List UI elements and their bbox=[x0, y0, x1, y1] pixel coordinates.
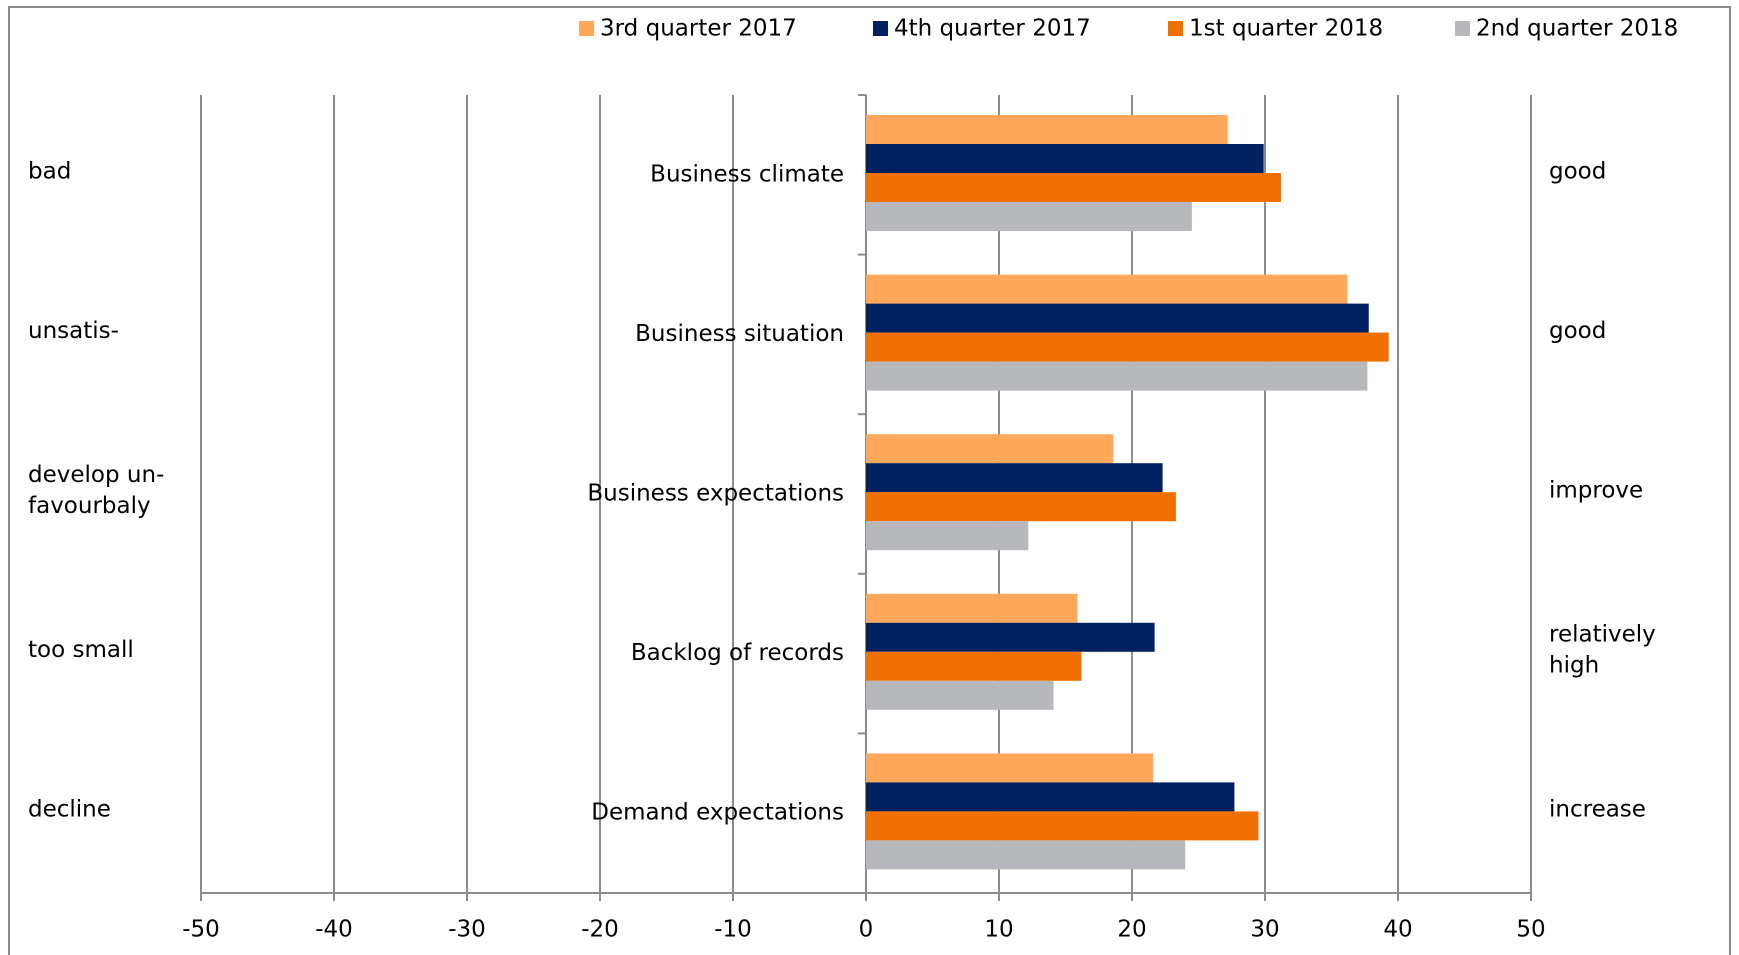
bar bbox=[866, 622, 1155, 652]
bar bbox=[866, 680, 1054, 710]
bar bbox=[866, 332, 1389, 362]
left-annotation: too small bbox=[28, 637, 134, 663]
x-tick-label: -40 bbox=[315, 917, 353, 943]
legend-label: 1st quarter 2018 bbox=[1189, 16, 1383, 42]
bar bbox=[866, 202, 1192, 231]
legend-swatch bbox=[873, 21, 888, 36]
bar bbox=[866, 651, 1082, 681]
bar bbox=[866, 434, 1114, 464]
legend-label: 4th quarter 2017 bbox=[894, 16, 1091, 42]
bar bbox=[866, 115, 1228, 144]
category-label: Business climate bbox=[650, 161, 844, 187]
right-annotation: good bbox=[1549, 158, 1606, 184]
x-tick-label: 30 bbox=[1250, 917, 1279, 943]
right-annotation: relatively bbox=[1549, 622, 1656, 648]
x-tick-label: 50 bbox=[1516, 917, 1545, 943]
chart-frame bbox=[8, 6, 1731, 955]
bar bbox=[866, 144, 1264, 173]
right-annotation: improve bbox=[1549, 478, 1643, 504]
x-tick-label: 40 bbox=[1383, 917, 1412, 943]
x-tick-label: -20 bbox=[581, 917, 619, 943]
right-annotation: high bbox=[1549, 653, 1599, 679]
x-tick-label: 20 bbox=[1117, 917, 1146, 943]
left-annotation: favourbaly bbox=[28, 493, 151, 519]
bar bbox=[866, 593, 1078, 623]
right-annotation: increase bbox=[1549, 797, 1646, 823]
left-annotation: unsatis- bbox=[28, 318, 119, 344]
legend-swatch bbox=[1168, 21, 1183, 36]
legend-swatch bbox=[1455, 21, 1470, 36]
left-annotation: develop un- bbox=[28, 462, 164, 488]
bar bbox=[866, 303, 1369, 333]
bar bbox=[866, 492, 1176, 522]
bar bbox=[866, 521, 1029, 551]
legend-label: 3rd quarter 2017 bbox=[600, 16, 797, 42]
category-label: Backlog of records bbox=[631, 640, 844, 666]
legend-swatch bbox=[579, 21, 594, 36]
left-annotation: decline bbox=[28, 797, 111, 823]
left-annotation: bad bbox=[28, 158, 71, 184]
x-tick-label: -50 bbox=[182, 917, 220, 943]
legend-label: 2nd quarter 2018 bbox=[1476, 16, 1678, 42]
bar bbox=[866, 274, 1348, 304]
bar bbox=[866, 361, 1368, 391]
x-tick-label: -30 bbox=[448, 917, 486, 943]
bar bbox=[866, 840, 1186, 870]
x-tick-label: 10 bbox=[984, 917, 1013, 943]
bar bbox=[866, 782, 1235, 812]
category-label: Demand expectations bbox=[591, 800, 844, 826]
bar bbox=[866, 173, 1281, 202]
right-annotation: good bbox=[1549, 318, 1606, 344]
x-tick-label: -10 bbox=[714, 917, 752, 943]
x-tick-label: 0 bbox=[859, 917, 874, 943]
category-label: Business expectations bbox=[587, 481, 844, 507]
bar bbox=[866, 463, 1163, 493]
category-label: Business situation bbox=[635, 321, 844, 347]
bar bbox=[866, 753, 1154, 783]
bar bbox=[866, 811, 1259, 841]
